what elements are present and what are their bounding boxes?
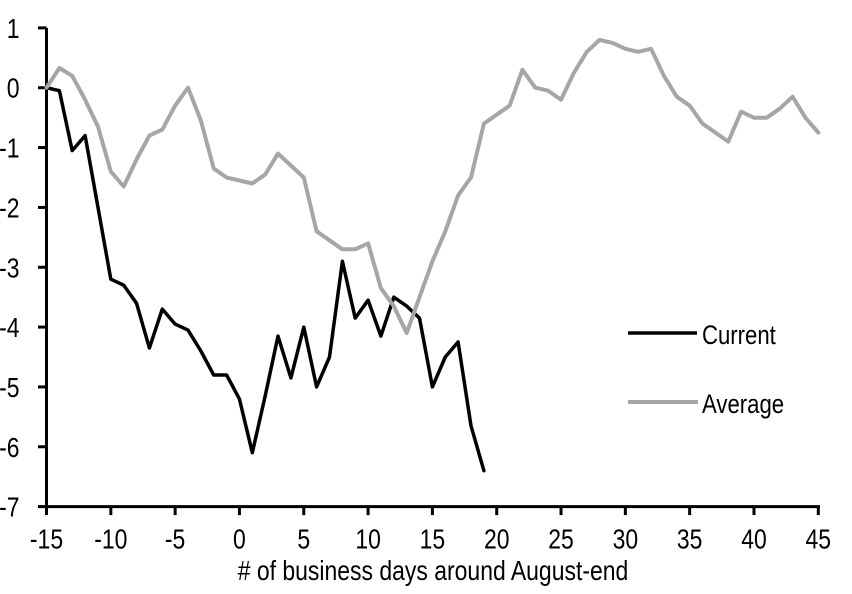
x-tick-label: 10 bbox=[355, 524, 381, 555]
x-tick-label: 0 bbox=[233, 524, 246, 555]
x-tick-label: 25 bbox=[548, 524, 574, 555]
y-tick-label: -2 bbox=[0, 192, 19, 223]
y-tick-label: -7 bbox=[0, 492, 19, 523]
x-tick-label: -10 bbox=[94, 524, 127, 555]
y-tick-label: -6 bbox=[0, 432, 19, 463]
x-tick-label: 15 bbox=[420, 524, 446, 555]
y-tick-label: -5 bbox=[0, 372, 19, 403]
x-tick-label: 20 bbox=[484, 524, 510, 555]
x-tick-label: 5 bbox=[297, 524, 310, 555]
current-series-line bbox=[44, 85, 486, 473]
average-legend-label: Average bbox=[702, 389, 784, 419]
x-tick-label: 35 bbox=[677, 524, 703, 555]
x-tick-label: 30 bbox=[613, 524, 639, 555]
average-series-line bbox=[44, 37, 821, 336]
x-tick-label: -5 bbox=[165, 524, 185, 555]
current-legend-label: Current bbox=[702, 320, 776, 350]
x-tick-label: 40 bbox=[741, 524, 767, 555]
y-tick-label: -3 bbox=[0, 252, 19, 283]
series-lines bbox=[44, 37, 821, 473]
y-tick-label: 0 bbox=[7, 73, 20, 104]
chart-legend: Current Average bbox=[628, 320, 784, 419]
axis-frame bbox=[45, 27, 820, 509]
axes: 10-1-2-3-4-5-6-7-15 -10 -5 0 5 10 15 20 25 30 35 40… bbox=[0, 13, 831, 555]
x-axis-title: # of business days around August-end bbox=[238, 555, 629, 586]
x-tick-label: 45 bbox=[806, 524, 832, 555]
y-tick-label: -1 bbox=[0, 133, 19, 164]
y-tick-label: -4 bbox=[0, 312, 19, 343]
x-tick-label: -15 bbox=[30, 524, 63, 555]
y-tick-label: 1 bbox=[7, 13, 20, 44]
